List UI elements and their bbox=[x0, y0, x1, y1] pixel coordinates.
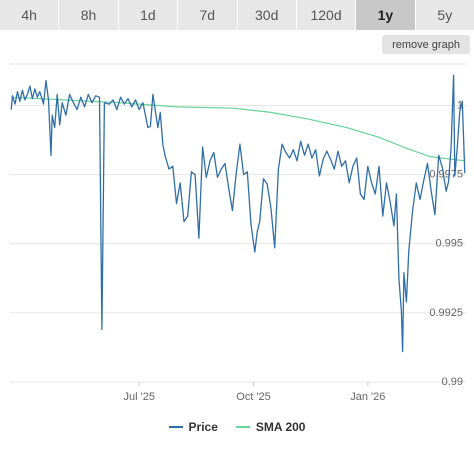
legend-swatch-sma bbox=[235, 426, 250, 428]
x-tick-label: Jul '25 bbox=[123, 391, 154, 403]
x-tick-label: Oct '25 bbox=[236, 391, 271, 403]
y-tick-label: 0.9925 bbox=[429, 307, 463, 319]
tab-120d[interactable]: 120d bbox=[297, 0, 357, 30]
sma-200-series-line bbox=[11, 96, 465, 162]
legend-item-price[interactable]: Price bbox=[168, 420, 218, 434]
legend-swatch-price bbox=[168, 426, 183, 428]
chart-legend: Price SMA 200 bbox=[0, 420, 474, 434]
tab-8h[interactable]: 8h bbox=[59, 0, 119, 30]
tab-30d[interactable]: 30d bbox=[238, 0, 297, 30]
y-tick-label: 1 bbox=[457, 99, 463, 111]
y-tick-label: 0.995 bbox=[435, 238, 463, 250]
x-tick-label: Jan '26 bbox=[350, 391, 385, 403]
tab-1d[interactable]: 1d bbox=[119, 0, 179, 30]
time-range-tabs: 4h 8h 1d 7d 30d 120d 1y 5y bbox=[0, 0, 474, 30]
tab-1y[interactable]: 1y bbox=[356, 0, 416, 30]
y-tick-label: 0.9975 bbox=[429, 169, 463, 181]
legend-label-sma: SMA 200 bbox=[255, 420, 306, 434]
remove-graph-button[interactable]: remove graph bbox=[382, 35, 470, 54]
tab-5y[interactable]: 5y bbox=[437, 7, 453, 23]
legend-item-sma[interactable]: SMA 200 bbox=[235, 420, 306, 434]
tab-4h[interactable]: 4h bbox=[0, 0, 60, 30]
tab-7d[interactable]: 7d bbox=[178, 0, 238, 30]
price-series-line bbox=[10, 74, 466, 353]
legend-label-price: Price bbox=[188, 420, 218, 434]
y-tick-label: 0.99 bbox=[442, 376, 463, 388]
